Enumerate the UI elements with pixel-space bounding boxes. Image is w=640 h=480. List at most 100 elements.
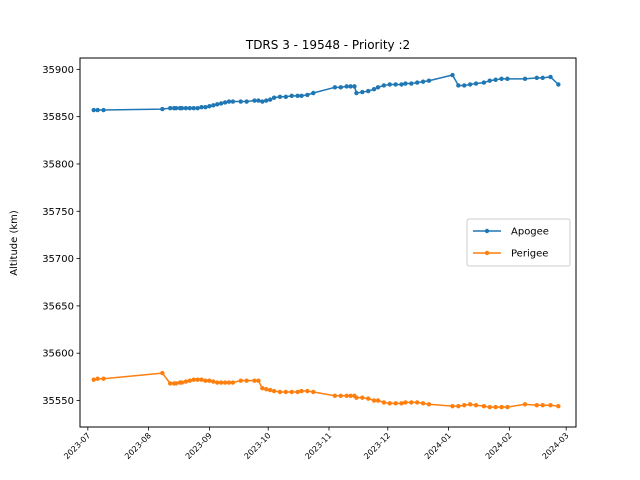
data-point	[338, 393, 343, 398]
data-point	[399, 82, 404, 87]
y-tick-label: 35550	[42, 396, 74, 407]
data-point	[387, 401, 392, 406]
data-point	[252, 378, 257, 383]
data-point	[481, 403, 487, 409]
data-point	[244, 378, 249, 383]
data-point	[493, 77, 498, 82]
data-point	[179, 380, 185, 385]
data-point	[160, 370, 165, 376]
data-point	[289, 389, 294, 395]
data-point	[218, 380, 224, 385]
data-point	[226, 99, 232, 104]
y-tick-label: 35600	[42, 349, 74, 360]
data-point	[399, 401, 404, 406]
data-point	[305, 388, 310, 394]
data-point	[226, 380, 232, 385]
data-point	[160, 106, 165, 112]
data-point	[409, 400, 414, 405]
data-point	[264, 98, 269, 103]
y-tick-label: 35700	[42, 254, 74, 265]
data-point	[207, 104, 212, 109]
data-point	[354, 90, 359, 96]
data-point	[450, 72, 455, 78]
data-point	[381, 83, 387, 88]
y-axis: 35550 35600 35650 35700 35750 35800 35850 35900	[42, 65, 80, 407]
data-point	[415, 400, 420, 405]
data-point	[299, 388, 304, 394]
data-point	[183, 379, 189, 384]
data-point	[195, 377, 200, 382]
data-point	[381, 400, 387, 405]
data-point	[277, 389, 283, 395]
data-point	[199, 105, 204, 110]
data-point	[403, 81, 408, 86]
data-point	[215, 102, 220, 107]
data-point	[467, 82, 473, 87]
data-point	[522, 76, 528, 82]
data-point	[403, 400, 408, 405]
data-point	[354, 395, 359, 400]
data-point	[344, 84, 349, 89]
data-point	[426, 402, 432, 407]
data-point	[218, 101, 224, 106]
data-point	[222, 380, 228, 385]
data-point	[95, 107, 100, 113]
data-point	[256, 378, 261, 383]
data-point	[473, 403, 479, 408]
data-point	[191, 377, 196, 382]
data-point	[420, 401, 426, 406]
data-point	[167, 105, 173, 111]
data-point	[556, 403, 561, 409]
data-point	[499, 76, 504, 82]
data-point	[360, 395, 365, 400]
data-point	[179, 105, 185, 111]
data-point	[450, 403, 455, 409]
data-point	[195, 105, 200, 111]
data-point	[191, 105, 196, 111]
data-point	[222, 100, 228, 105]
data-point	[548, 403, 553, 408]
series-apogee	[91, 72, 561, 113]
data-point	[203, 378, 208, 383]
data-point	[487, 78, 492, 83]
data-point	[415, 80, 420, 85]
data-point	[371, 87, 377, 92]
chart-title: TDRS 3 - 19548 - Priority :2	[245, 38, 410, 52]
data-point	[462, 83, 467, 88]
data-point	[207, 378, 212, 383]
data-point	[244, 99, 249, 104]
data-point	[289, 93, 294, 99]
data-point	[375, 85, 381, 90]
data-point	[365, 396, 371, 401]
data-point	[299, 93, 304, 99]
data-point	[252, 98, 257, 103]
y-tick-label: 35850	[42, 112, 74, 123]
data-point	[95, 376, 100, 381]
data-point	[264, 386, 269, 392]
data-point	[473, 81, 479, 86]
data-point	[499, 404, 504, 410]
data-point	[352, 84, 357, 89]
data-point	[101, 376, 106, 381]
y-tick-label: 35800	[42, 159, 74, 170]
data-point	[238, 99, 243, 104]
data-point	[540, 403, 545, 408]
data-point	[295, 389, 300, 395]
data-point	[267, 97, 273, 102]
data-point	[556, 82, 561, 87]
data-point	[101, 107, 106, 113]
data-point	[211, 379, 216, 384]
data-point	[283, 389, 289, 395]
data-point	[173, 381, 179, 386]
data-point	[305, 92, 310, 98]
data-point	[344, 393, 349, 398]
data-point	[199, 377, 204, 382]
y-axis-label: Altitude (km)	[9, 210, 20, 276]
data-point	[462, 403, 467, 408]
data-point	[375, 398, 381, 403]
data-point	[348, 393, 353, 398]
data-point	[338, 85, 343, 90]
legend-marker-apogee	[484, 228, 490, 234]
series-perigee	[91, 370, 561, 410]
